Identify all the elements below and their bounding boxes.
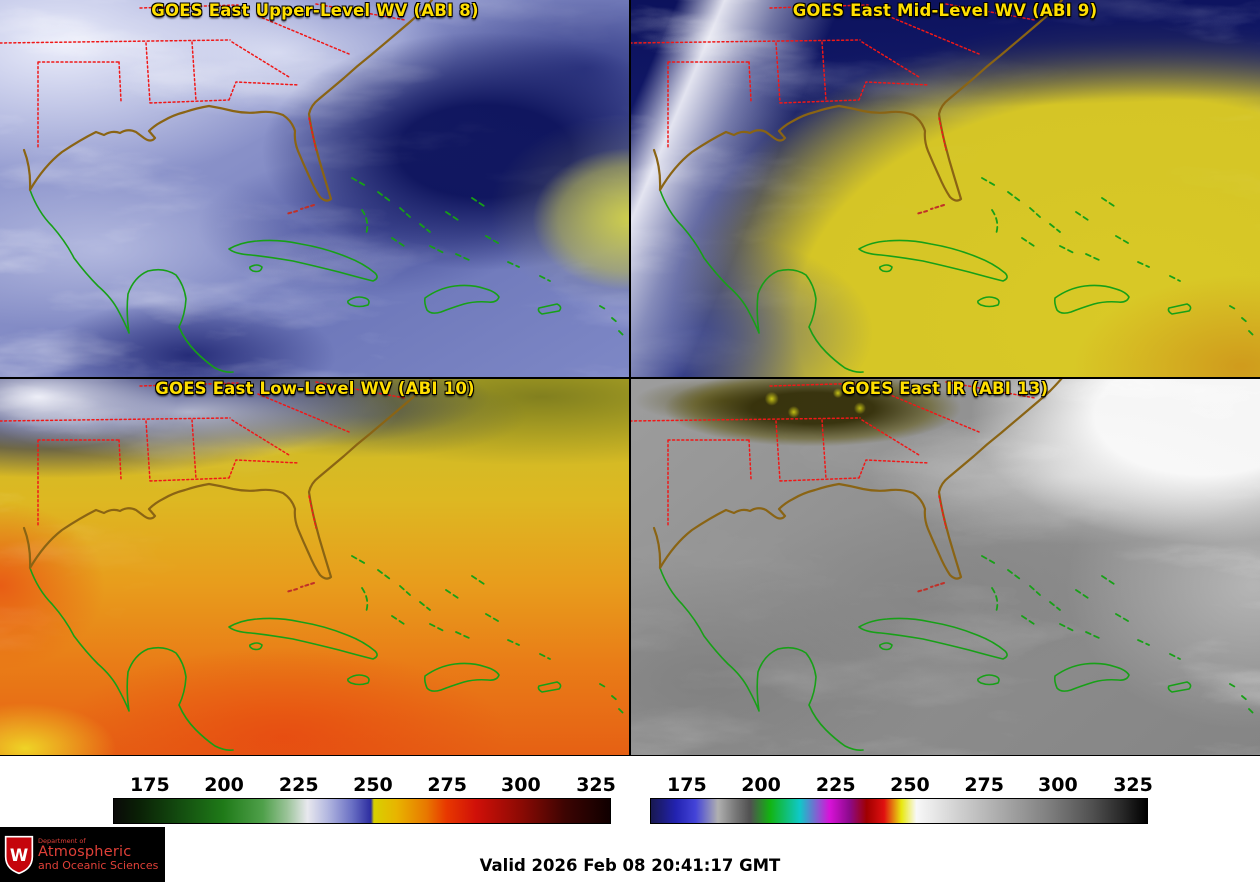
wv-colorbar xyxy=(113,798,611,824)
geo-overlay-map xyxy=(0,0,630,378)
tick-label: 175 xyxy=(130,774,170,796)
uw-aos-logo: W Department of Atmospheric and Oceanic … xyxy=(0,827,165,882)
tick-label: 325 xyxy=(1113,774,1153,796)
tick-label: 250 xyxy=(890,774,930,796)
panel-title: GOES East Upper-Level WV (ABI 8) xyxy=(151,1,479,20)
tick-label: 175 xyxy=(667,774,707,796)
ir-colorbar xyxy=(650,798,1148,824)
tick-label: 275 xyxy=(964,774,1004,796)
logo-line2: and Oceanic Sciences xyxy=(38,858,159,872)
ir-colorbar-legend: 175 200 225 250 275 300 325 xyxy=(650,770,1153,824)
tick-label: 200 xyxy=(204,774,244,796)
tick-label: 275 xyxy=(427,774,467,796)
wv-colorbar-legend: 175 200 225 250 275 300 325 xyxy=(113,770,616,824)
panel-title: GOES East Mid-Level WV (ABI 9) xyxy=(792,1,1098,20)
panel-bottom-edge xyxy=(0,755,1260,756)
geo-overlay-map xyxy=(0,378,630,756)
logo-line1: Atmospheric xyxy=(38,843,132,860)
panel-title: GOES East IR (ABI 13) xyxy=(841,379,1049,398)
uw-crest-icon: W xyxy=(4,835,34,874)
tick-label: 225 xyxy=(815,774,856,796)
tick-label: 325 xyxy=(576,774,616,796)
crest-letter: W xyxy=(10,845,28,864)
valid-time-text: Valid 2026 Feb 08 20:41:17 GMT xyxy=(479,856,781,875)
wv-colorbar-ticks: 175 200 225 250 275 300 325 xyxy=(113,770,616,798)
tick-label: 225 xyxy=(278,774,319,796)
tick-label: 300 xyxy=(501,774,541,796)
panel-mid-level-wv: GOES East Mid-Level WV (ABI 9) xyxy=(630,0,1260,378)
satellite-panel-grid: GOES East Upper-Level WV (ABI 8) GOES Ea… xyxy=(0,0,1260,756)
tick-label: 200 xyxy=(741,774,781,796)
logo-text: Department of Atmospheric and Oceanic Sc… xyxy=(38,836,159,872)
panel-divider-horizontal xyxy=(0,377,1260,379)
geo-overlay-map xyxy=(630,0,1260,378)
panel-ir: GOES East IR (ABI 13) xyxy=(630,378,1260,756)
logo-dept-text: Department of xyxy=(38,836,86,845)
panel-title: GOES East Low-Level WV (ABI 10) xyxy=(155,379,475,398)
geo-overlay-map xyxy=(630,378,1260,756)
ir-colorbar-ticks: 175 200 225 250 275 300 325 xyxy=(650,770,1153,798)
tick-label: 300 xyxy=(1038,774,1078,796)
tick-label: 250 xyxy=(353,774,393,796)
panel-upper-level-wv: GOES East Upper-Level WV (ABI 8) xyxy=(0,0,630,378)
panel-low-level-wv: GOES East Low-Level WV (ABI 10) xyxy=(0,378,630,756)
